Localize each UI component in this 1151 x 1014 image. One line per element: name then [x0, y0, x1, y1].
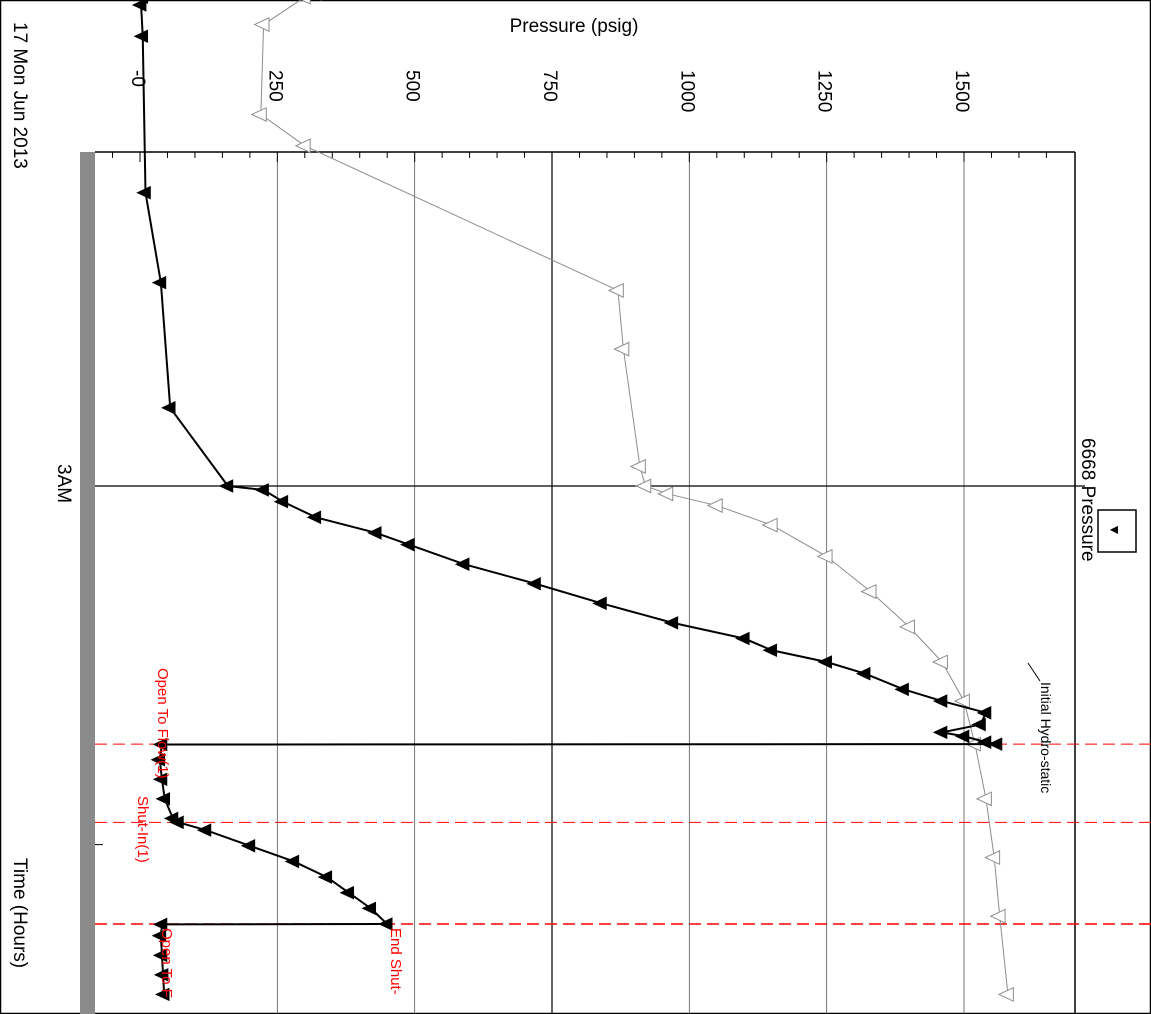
event-label-open-to-flow: Open To Flow(1): [154, 668, 171, 779]
time-scroll-bar[interactable]: [80, 152, 95, 1014]
data-point-marker: [152, 948, 168, 963]
data-point-marker: [399, 537, 415, 552]
data-point-marker: [254, 483, 269, 497]
data-point-marker: [131, 0, 147, 12]
pressure-tick-label: 250: [264, 70, 285, 102]
annotation-initial-hydrostatic: Initial Hydro-static: [1027, 662, 1054, 793]
pressure-tick-label: 500: [402, 70, 423, 102]
data-point-marker: [953, 693, 970, 709]
data-point-marker: [154, 987, 170, 1002]
pressure-tick-label: 1500: [951, 70, 972, 112]
data-point-marker: [317, 870, 333, 884]
data-point-marker: [761, 517, 778, 533]
data-point-marker: [975, 791, 992, 807]
data-point-marker: [989, 908, 1006, 924]
data-point-marker: [816, 548, 833, 564]
legend-label: 6668 Pressure: [1077, 438, 1098, 562]
data-point-marker: [196, 823, 212, 837]
pressure-tick-label: 750: [539, 70, 560, 102]
data-point-marker: [526, 576, 541, 591]
data-point-marker: [133, 29, 149, 44]
data-point-marker: [855, 666, 871, 681]
axis-labels: -0 250 500 750 1000 1250 1500 3AM: [53, 70, 972, 503]
data-point-marker: [931, 654, 948, 670]
data-point-marker: [954, 729, 970, 744]
data-point-marker: [898, 619, 915, 635]
data-point-marker: [613, 341, 630, 357]
data-point-marker: [984, 849, 1001, 866]
data-point-marker: [306, 510, 322, 525]
series-line: [140, 0, 998, 995]
data-point-marker: [150, 752, 166, 767]
y-axis-title: Pressure (psig): [510, 16, 639, 37]
data-point-marker: [971, 717, 986, 732]
data-point-marker: [218, 479, 234, 493]
data-point-marker: [339, 885, 355, 900]
data-point-marker: [151, 928, 167, 943]
series-line: [260, 0, 1009, 995]
data-point-marker: [607, 282, 624, 299]
data-point-marker: [762, 643, 778, 658]
data-point-marker: [932, 725, 948, 740]
data-point-marker: [894, 682, 909, 697]
event-lines: [95, 743, 1151, 925]
data-point-marker: [635, 478, 652, 494]
annotation-leader: [1027, 662, 1041, 682]
data-point-marker: [136, 185, 151, 200]
data-point-marker: [735, 631, 750, 646]
event-label-shut-in: Shut-In(1): [134, 796, 151, 863]
legend-marker-box: [1097, 509, 1137, 553]
data-point-marker: [987, 737, 1003, 751]
data-point-marker: [300, 0, 311, 5]
data-point-marker: [152, 772, 168, 787]
data-point-marker: [169, 815, 184, 830]
data-point-marker: [976, 735, 992, 749]
data-point-marker: [250, 106, 267, 123]
data-point-marker: [161, 400, 176, 415]
series-gray-hollow: [250, 0, 1014, 1002]
data-point-marker: [152, 737, 168, 752]
data-point-marker: [155, 792, 171, 806]
data-point-marker: [817, 655, 832, 669]
data-point-marker: [284, 854, 300, 869]
time-tick-label: 3AM: [53, 464, 74, 503]
data-point-marker: [367, 526, 382, 540]
data-point-marker: [294, 138, 311, 154]
event-label-open-to: Open To F: [158, 928, 175, 998]
data-point-marker: [629, 458, 646, 474]
data-point-marker: [273, 494, 289, 509]
legend: ▼ 6668 Pressure: [1077, 438, 1137, 562]
data-point-marker: [378, 917, 393, 931]
date-label: 17 Mon Jun 2013: [9, 22, 30, 169]
data-point-marker: [253, 16, 270, 33]
x-axis-title: Time (Hours): [9, 858, 30, 968]
plot-area-border: [95, 151, 1076, 1014]
pressure-tick-label: 1000: [676, 70, 697, 112]
data-point-marker: [592, 596, 607, 611]
data-point-marker: [706, 498, 723, 514]
data-point-marker: [976, 706, 992, 720]
data-point-marker: [153, 968, 169, 982]
data-point-marker: [454, 557, 470, 572]
annotation-label: Initial Hydro-static: [1038, 682, 1054, 793]
grid-lines: [95, 152, 1085, 1014]
data-point-marker: [860, 584, 877, 600]
series-6668-pressure: [131, 0, 1003, 1002]
pressure-tick-label: -0: [127, 70, 148, 87]
legend-marker-icon: ▼: [1107, 523, 1123, 537]
data-point-marker: [361, 901, 377, 916]
data-point-marker: [657, 486, 674, 502]
data-point-marker: [152, 917, 168, 932]
event-label-end-shut: End Shut-: [387, 928, 404, 995]
data-point-marker: [151, 275, 167, 290]
data-point-marker: [663, 616, 679, 630]
data-point-marker: [240, 838, 256, 853]
pressure-tick-label: 1250: [814, 70, 835, 112]
data-point-marker: [932, 694, 948, 708]
data-point-marker: [997, 986, 1014, 1002]
